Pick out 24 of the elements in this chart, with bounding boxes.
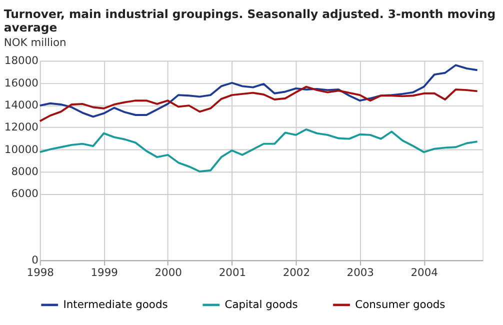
y-tick-label: 16000 bbox=[4, 76, 39, 90]
y-tick-label: 8000 bbox=[11, 164, 39, 178]
x-tick-label: 1999 bbox=[90, 266, 118, 280]
text: average bbox=[4, 20, 58, 35]
y-tick-label: 0 bbox=[32, 254, 39, 267]
line-series bbox=[38, 128, 478, 172]
y-tick-label: 14000 bbox=[4, 98, 39, 112]
y-axis-title: NOK million bbox=[4, 36, 66, 50]
x-tick-label: 2002 bbox=[282, 266, 310, 280]
line-series bbox=[38, 86, 478, 122]
legend-label: Intermediate goods bbox=[63, 298, 168, 311]
text: Turnover, main industrial groupings. Seasonally adjusted. 3-month moving bbox=[4, 6, 496, 21]
x-tick-label: 2003 bbox=[346, 266, 374, 280]
x-tick-label: 2001 bbox=[218, 266, 246, 280]
y-tick-label: 18000 bbox=[4, 54, 39, 68]
legend-label: Capital goods bbox=[224, 298, 298, 311]
line-series bbox=[38, 64, 478, 118]
y-tick-label: 10000 bbox=[4, 142, 39, 156]
legend-label: Consumer goods bbox=[355, 298, 446, 311]
x-tick-label: 2000 bbox=[154, 266, 182, 280]
y-tick-label: 6000 bbox=[11, 187, 39, 200]
x-tick-label: 2004 bbox=[410, 266, 438, 280]
y-tick-label: 12000 bbox=[4, 120, 39, 134]
x-tick-label: 1998 bbox=[26, 266, 54, 280]
